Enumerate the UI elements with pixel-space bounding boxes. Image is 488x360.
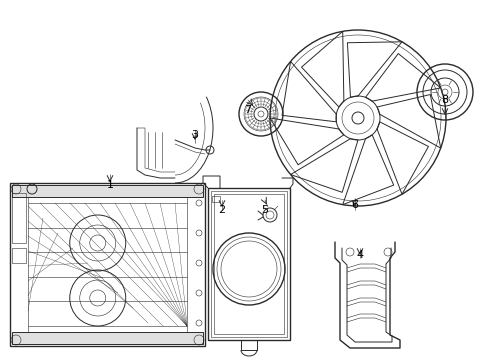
Bar bbox=[10, 183, 204, 346]
Text: 6: 6 bbox=[351, 200, 358, 210]
Text: 3: 3 bbox=[191, 130, 198, 140]
Text: 8: 8 bbox=[441, 95, 447, 105]
Bar bbox=[12, 332, 203, 344]
Bar bbox=[210, 191, 286, 337]
Bar bbox=[12, 185, 203, 197]
Text: 2: 2 bbox=[218, 205, 225, 215]
Bar bbox=[12, 193, 26, 243]
Text: 5: 5 bbox=[261, 205, 268, 215]
Bar bbox=[207, 188, 289, 340]
Bar bbox=[214, 194, 284, 334]
Text: 4: 4 bbox=[356, 250, 363, 260]
Text: 1: 1 bbox=[106, 180, 113, 190]
Bar bbox=[12, 248, 26, 263]
Bar bbox=[28, 191, 186, 338]
Text: 7: 7 bbox=[244, 105, 251, 115]
Bar bbox=[212, 196, 220, 202]
